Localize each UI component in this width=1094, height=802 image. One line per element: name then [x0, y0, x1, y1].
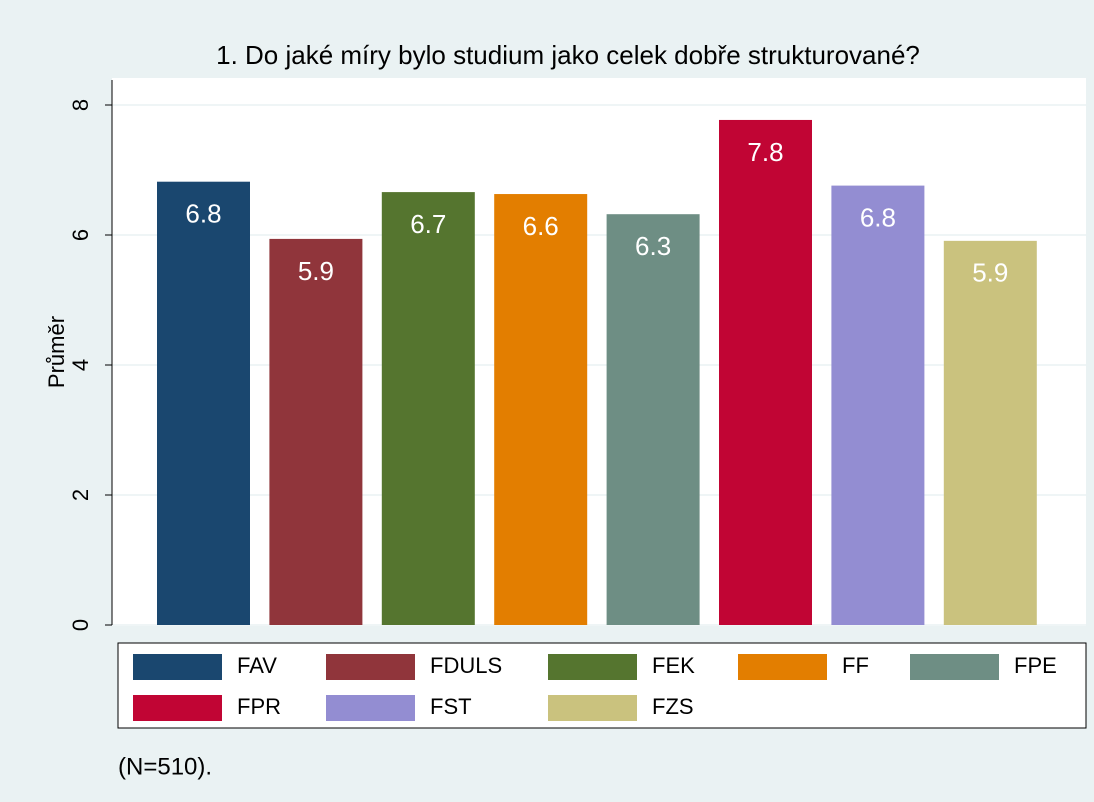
y-tick-label: 0 [68, 619, 93, 631]
value-label: 7.8 [747, 137, 783, 167]
bar [494, 194, 588, 626]
value-label: 5.9 [298, 256, 334, 286]
legend-label: FPR [237, 694, 281, 719]
bar [157, 181, 250, 625]
legend-swatch [326, 695, 415, 721]
legend-swatch [133, 695, 222, 721]
legend-swatch [548, 654, 637, 680]
value-label: 6.3 [635, 231, 671, 261]
y-tick-label: 4 [68, 359, 93, 371]
value-label: 6.8 [185, 199, 221, 229]
legend-swatch [548, 695, 637, 721]
value-label: 6.7 [410, 209, 446, 239]
bar [381, 192, 475, 625]
y-tick-label: 8 [68, 99, 93, 111]
bar [831, 185, 925, 625]
y-axis-label: Průměr [44, 316, 69, 388]
legend-swatch [910, 654, 999, 680]
bar [269, 238, 363, 625]
legend-label: FEK [652, 653, 695, 678]
bar [719, 119, 812, 625]
value-label: 6.8 [860, 202, 896, 232]
bar [943, 240, 1037, 625]
legend-label: FDULS [430, 653, 502, 678]
legend-label: FST [430, 694, 472, 719]
legend-swatch [326, 654, 415, 680]
legend-label: FAV [237, 653, 277, 678]
legend-swatch [133, 654, 222, 680]
chart-title: 1. Do jaké míry bylo studium jako celek … [216, 40, 920, 70]
bar [606, 214, 700, 625]
y-tick-label: 6 [68, 229, 93, 241]
plot-area [112, 78, 1086, 626]
legend-label: FF [842, 653, 869, 678]
value-label: 5.9 [972, 258, 1008, 288]
legend-swatch [738, 654, 827, 680]
note: (N=510). [118, 753, 212, 780]
legend-label: FZS [652, 694, 694, 719]
value-label: 6.6 [523, 211, 559, 241]
legend-label: FPE [1014, 653, 1057, 678]
y-tick-label: 2 [68, 489, 93, 501]
